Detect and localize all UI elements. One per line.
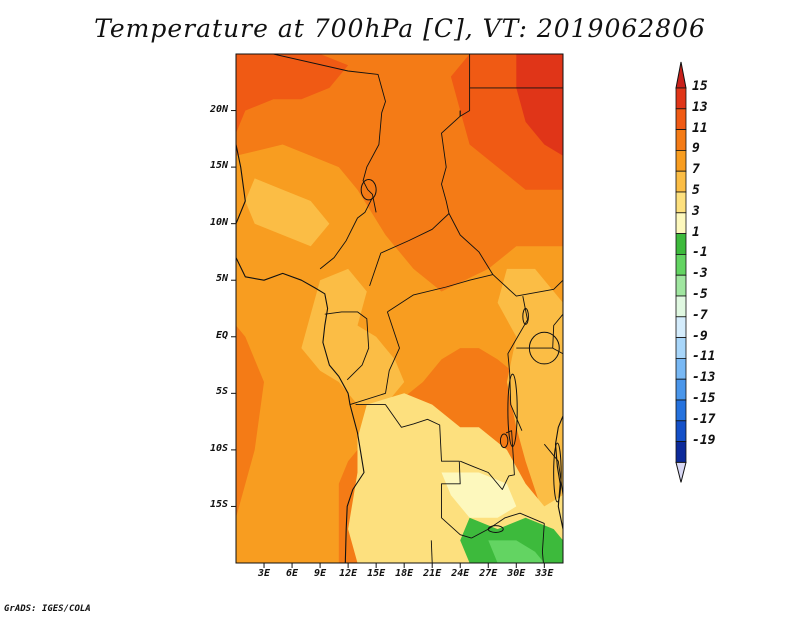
chart-title: Temperature at 700hPa [C], VT: 201906280… [94, 14, 706, 43]
lon-tick-label: 33E [535, 568, 554, 579]
lon-tick-label: 6E [286, 568, 299, 579]
temp-region-east-african-plateau [497, 268, 563, 518]
lon-tick-label: 30E [507, 568, 526, 579]
border-malawi [543, 443, 563, 496]
colorbar-bin [675, 191, 687, 214]
colorbar-label: -11 [692, 349, 716, 365]
border-libya-egypt-sudan [459, 54, 471, 117]
colorbar-bin [675, 274, 687, 297]
colorbar-bin [675, 129, 687, 151]
border-drc-west [349, 311, 400, 406]
colorbar-bin [675, 233, 687, 255]
colorbar-label: -17 [692, 411, 716, 427]
border-gabon-congo [324, 311, 370, 381]
temp-region-northeast-hot-core [516, 54, 563, 156]
colorbar-bin [675, 253, 687, 276]
colorbar-bin [675, 441, 687, 463]
border-car-border [369, 213, 494, 313]
colorbar-label: -19 [692, 432, 716, 448]
colorbar-label: -9 [692, 328, 708, 344]
lat-tick-label: 15N [209, 160, 228, 172]
lat-tick-label: 20N [209, 103, 228, 115]
lon-tick-label: 27E [479, 568, 498, 579]
border-nigeria-cameroon [319, 197, 373, 270]
colorbar-label: 9 [692, 141, 700, 157]
colorbar-label: -1 [692, 245, 708, 261]
colorbar-bin [675, 399, 687, 422]
lake-victoria [528, 331, 560, 365]
colorbar-bin [675, 357, 687, 380]
colorbar-bin [675, 108, 687, 131]
colorbar-label: 13 [692, 99, 708, 115]
lake-albert [522, 308, 529, 325]
colorbar-bin [675, 378, 687, 401]
lake-chad [360, 179, 377, 201]
border-uganda [516, 313, 563, 349]
colorbar-over-arrow [675, 61, 687, 89]
border-namibia-botswana [430, 540, 433, 563]
lat-tick-label: 10S [209, 442, 228, 454]
colorbar-label: -3 [692, 266, 708, 282]
colorbar-bin [675, 87, 687, 110]
colorbar-label: -15 [692, 391, 716, 406]
colorbar-bin [675, 212, 687, 235]
coastline-coast-west-africa [236, 144, 365, 563]
coastline-coast-east-africa [554, 415, 563, 530]
border-drc-east [507, 296, 528, 431]
lon-tick-label: 15E [367, 568, 386, 579]
border-zimbabwe-mozambique [541, 523, 545, 563]
lake-malawi [553, 442, 562, 503]
colorbar-under-arrow [675, 461, 687, 483]
colorbar-label: 5 [692, 183, 700, 198]
colorbar-bin [675, 170, 687, 193]
lake-kariba [487, 525, 504, 533]
lake-mweru [499, 433, 509, 449]
colorbar-label: 3 [692, 203, 700, 219]
temp-region-central-band [236, 144, 563, 563]
colorbar-label: 11 [692, 120, 708, 136]
lon-tick-label: 18E [395, 568, 414, 579]
colorbar-bin [675, 420, 687, 442]
border-tanzania-kenya [552, 347, 563, 355]
temp-region-sahel-pocket [245, 178, 330, 247]
temp-region-congo-interior [301, 268, 405, 405]
lat-tick-label: 5S [215, 386, 228, 398]
border-drc-zambia [460, 430, 515, 490]
border-drc-angola [355, 404, 472, 539]
lat-tick-label: EQ [215, 329, 228, 341]
lon-tick-label: 9E [314, 568, 327, 579]
temp-region-southern-cool-core [488, 540, 545, 563]
map-field [236, 54, 563, 563]
map-frame [235, 53, 564, 564]
border-niger-chad [273, 54, 386, 213]
colorbar-label: -13 [692, 370, 716, 386]
colorbar-label: 15 [692, 79, 708, 94]
colorbar-bin [675, 295, 687, 318]
lon-tick-label: 3E [257, 568, 271, 579]
lon-tick-label: 12E [339, 568, 358, 579]
lon-tick-label: 21E [423, 568, 442, 579]
colorbar-label: 1 [692, 224, 700, 240]
border-south-sudan [492, 274, 563, 297]
colorbar-bin [675, 316, 687, 338]
lat-tick-label: 10N [209, 216, 228, 228]
lon-tick-label: 24E [451, 568, 470, 579]
colorbar-bin [675, 337, 687, 359]
colorbar-label: 7 [692, 162, 700, 178]
border-zambia-zim [471, 512, 545, 539]
colorbar-bin [675, 149, 687, 172]
temp-region-northwest-warm-strip [236, 54, 349, 134]
lake-tanganyika [507, 373, 518, 447]
grads-credit: GrADS: IGES/COLA [4, 604, 91, 614]
lat-tick-label: 5N [215, 273, 228, 285]
lat-tick-label: 15S [209, 499, 228, 511]
colorbar-label: -5 [692, 287, 708, 302]
colorbar-label: -7 [692, 307, 708, 323]
